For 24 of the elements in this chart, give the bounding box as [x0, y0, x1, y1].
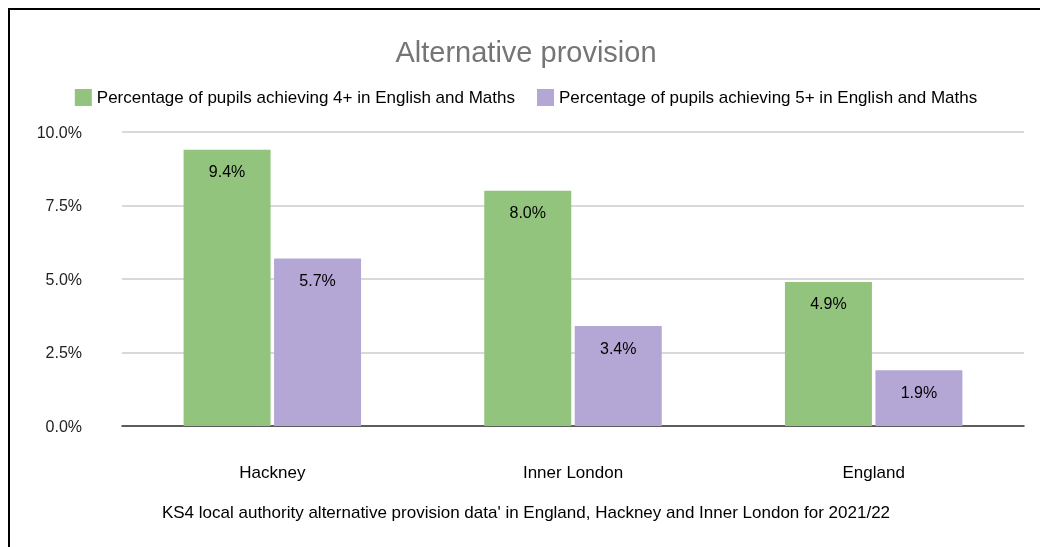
x-tick-label: Hackney	[239, 463, 306, 482]
data-label: 4.9%	[810, 295, 847, 313]
legend-label: Percentage of pupils achieving 5+ in English and Maths	[559, 88, 978, 107]
data-label: 1.9%	[900, 383, 938, 401]
bar	[875, 370, 963, 426]
legend-label: Percentage of pupils achieving 4+ in English and Maths	[96, 88, 515, 107]
chart-title: Alternative provision	[395, 35, 657, 68]
bar	[484, 190, 572, 426]
y-tick-label: 10.0%	[36, 123, 82, 141]
bar	[183, 149, 271, 426]
data-label: 8.0%	[509, 204, 546, 222]
y-tick-label: 7.5%	[45, 197, 82, 214]
data-label: 9.4%	[208, 163, 246, 181]
y-tick-label: 0.0%	[45, 417, 82, 435]
y-tick-label: 2.5%	[45, 344, 82, 361]
x-tick-label: Inner London	[522, 463, 624, 482]
bar	[784, 281, 872, 426]
bar	[574, 326, 662, 426]
text: KS4 local authority alternative provision data' in England, Hackney and Inner London for 2021/22	[161, 503, 891, 522]
data-label: 5.7%	[299, 271, 336, 289]
y-tick-label: 5.0%	[45, 270, 82, 288]
bar	[274, 258, 362, 426]
data-label: 3.4%	[600, 339, 637, 357]
x-tick-label: England	[842, 463, 905, 482]
